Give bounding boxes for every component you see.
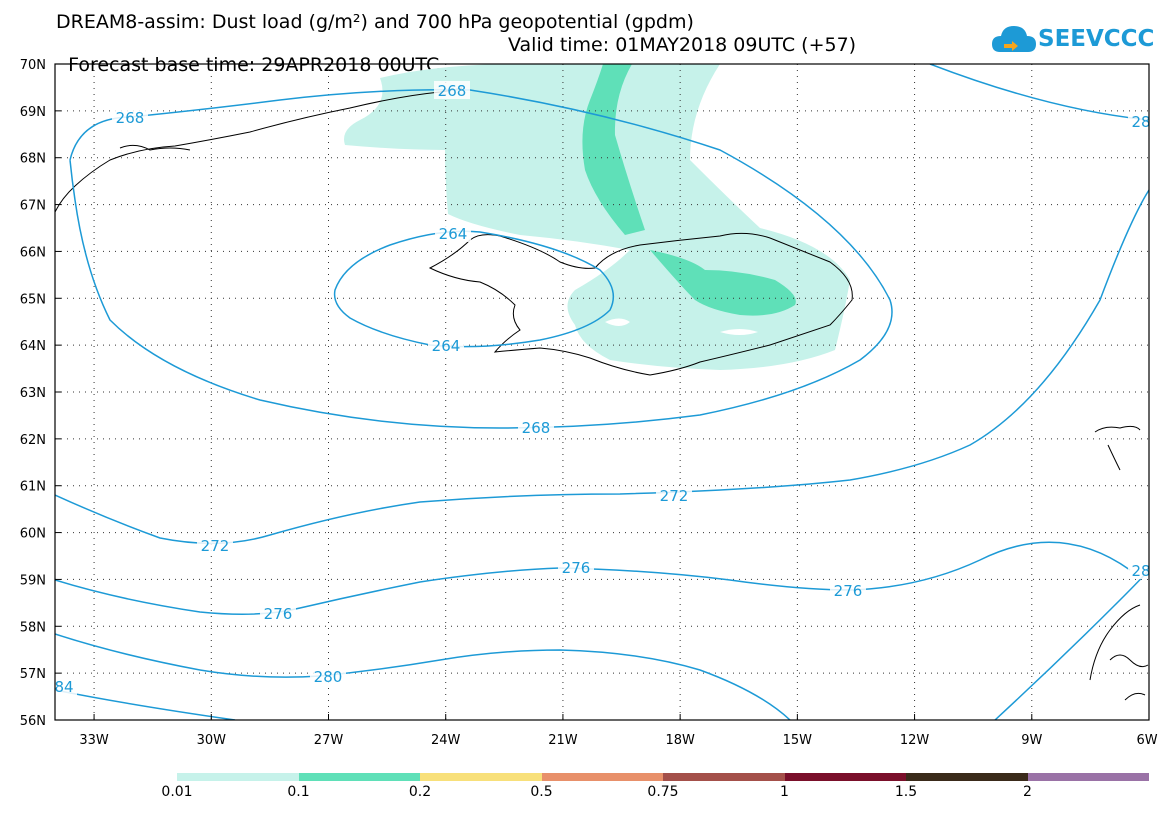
lat-tick-label: 56N xyxy=(20,714,46,729)
gridlines xyxy=(55,64,1149,720)
lat-tick-label: 58N xyxy=(20,620,46,635)
lat-tick-label: 70N xyxy=(20,58,46,73)
lat-tick-label: 62N xyxy=(20,433,46,448)
contour-label: 28 xyxy=(1131,113,1150,131)
colorbar-swatch xyxy=(177,773,299,781)
contour-label: 268 xyxy=(438,82,467,100)
contour-label: 272 xyxy=(660,487,689,505)
logo-text: SEEVCCC xyxy=(1038,26,1155,52)
lat-tick-label: 57N xyxy=(20,667,46,682)
contour-label: 268 xyxy=(522,419,551,437)
colorbar-label: 0.01 xyxy=(161,784,193,800)
contour-280 xyxy=(55,633,791,720)
contour-label: 272 xyxy=(201,537,230,555)
contour-label: 276 xyxy=(834,582,863,600)
colorbar-label: 1.5 xyxy=(894,784,918,800)
lon-tick-label: 27W xyxy=(314,733,344,748)
valid-time: Valid time: 01MAY2018 09UTC (+57) xyxy=(508,34,857,56)
lat-tick-label: 61N xyxy=(20,480,46,495)
colorbar-label: 0.1 xyxy=(287,784,310,800)
dust-area-medium xyxy=(582,64,645,235)
colorbar-label: 0.2 xyxy=(408,784,432,800)
lat-tick-label: 66N xyxy=(20,245,46,260)
lon-tick-label: 24W xyxy=(431,733,461,748)
seevccc-logo: SEEVCCC xyxy=(990,20,1160,60)
lat-tick-label: 60N xyxy=(20,527,46,542)
lon-tick-label: 33W xyxy=(79,733,109,748)
contour-label: 264 xyxy=(432,337,461,355)
colorbar-swatch xyxy=(541,773,663,781)
colorbar-swatch xyxy=(906,773,1028,781)
lat-tick-label: 69N xyxy=(20,105,46,120)
colorbar-label: 2 xyxy=(1023,784,1032,800)
contour-284 xyxy=(55,689,236,720)
contour-label: 264 xyxy=(439,225,468,243)
contour-28-ne xyxy=(929,64,1149,121)
contour-labels: 268 268 264 264 268 272 272 276 276 276 280 28 28 84 xyxy=(54,81,1150,696)
lon-tick-label: 6W xyxy=(1136,733,1157,748)
colorbar-swatch xyxy=(784,773,906,781)
title-line-2: Forecast base time: 29APR2018 00UTC Vali… xyxy=(56,35,856,95)
colorbar-label: 0.75 xyxy=(647,784,679,800)
title-line-1: DREAM8-assim: Dust load (g/m²) and 700 h… xyxy=(56,11,694,33)
lat-tick-label: 68N xyxy=(20,152,46,167)
dust-area-medium xyxy=(650,250,796,316)
lon-tick-label: 30W xyxy=(197,733,227,748)
contour-28-se xyxy=(994,569,1149,720)
colorbar-label: 1 xyxy=(780,784,789,800)
contour-268-north xyxy=(69,88,893,429)
lat-tick-label: 65N xyxy=(20,292,46,307)
axes: 33W 30W 27W 24W 21W 18W 15W 12W 9W 6W 70N 69N 68N 67N… xyxy=(20,58,1158,748)
lon-tick-label: 9W xyxy=(1021,733,1042,748)
colorbar-swatch xyxy=(1027,773,1149,781)
contour-label: 84 xyxy=(54,678,73,696)
lon-tick-label: 18W xyxy=(665,733,695,748)
colorbar-label: 0.5 xyxy=(530,784,553,800)
lat-tick-label: 67N xyxy=(20,199,46,214)
colorbar-swatch xyxy=(663,773,785,781)
contour-label: 280 xyxy=(314,668,343,686)
cloud-icon xyxy=(992,26,1036,52)
lat-tick-label: 63N xyxy=(20,386,46,401)
dust-map: 268268264264268272272276276276280282884 … xyxy=(20,58,1158,748)
contour-label: 276 xyxy=(264,605,293,623)
coastlines xyxy=(55,87,1149,701)
lat-tick-label: 64N xyxy=(20,339,46,354)
lon-tick-label: 12W xyxy=(900,733,930,748)
colorbar-swatch xyxy=(420,773,542,781)
contour-label: 276 xyxy=(562,559,591,577)
contour-264 xyxy=(333,230,615,348)
contour-label: 28 xyxy=(1131,562,1150,580)
colorbar-swatch xyxy=(298,773,420,781)
lon-tick-label: 21W xyxy=(548,733,578,748)
lon-tick-label: 15W xyxy=(783,733,813,748)
contour-label: 268 xyxy=(116,109,145,127)
lat-tick-label: 59N xyxy=(20,573,46,588)
